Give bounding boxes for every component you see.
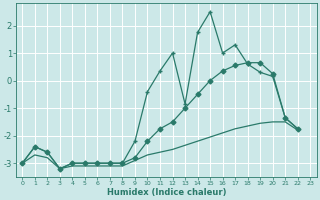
- X-axis label: Humidex (Indice chaleur): Humidex (Indice chaleur): [107, 188, 226, 197]
